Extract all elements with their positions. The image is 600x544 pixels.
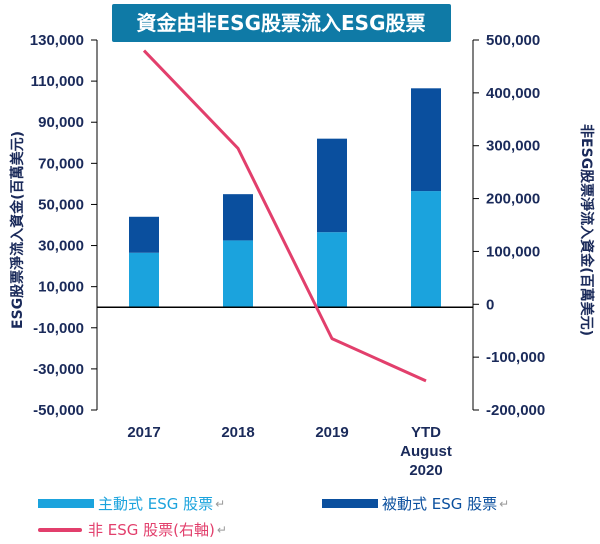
y-left-tick-label: -50,000: [33, 402, 84, 419]
x-category-label: 2017: [127, 424, 160, 441]
y-left-tick-label: 50,000: [38, 196, 84, 213]
y-left-axis-title: ESG股票淨流入資金(百萬美元): [9, 131, 26, 329]
bar-active-esg: [411, 191, 441, 308]
x-category-label: 2019: [315, 424, 348, 441]
y-right-axis-title: 非ESG股票淨流入資金(百萬美元): [578, 124, 595, 336]
line-series-group: [142, 49, 427, 383]
chart-title: 資金由非ESG股票流入ESG股票: [112, 4, 451, 42]
y-left-tick-labels: 130,000 110,000 90,000 70,000 50,000 30,000 10…: [30, 32, 84, 419]
y-left-tick-label: -10,000: [33, 320, 84, 337]
bar-passive-esg: [129, 216, 159, 253]
y-right-tick-labels: 500,000 400,000 300,000 200,000 100,000 0 -100…: [486, 32, 545, 419]
x-category-label-line: 2020: [409, 462, 442, 479]
bar-active-esg: [317, 232, 347, 308]
y-left-tick-label: 70,000: [38, 155, 84, 172]
chart-title-text: 資金由非ESG股票流入ESG股票: [137, 11, 426, 35]
y-left-tick-label: -30,000: [33, 361, 84, 378]
bar-passive-esg: [411, 88, 441, 192]
y-right-tick-label: 300,000: [486, 138, 540, 155]
x-category-labels: 2017 2018 2019 YTD August 2020: [127, 424, 452, 479]
legend-active-label: 主動式 ESG 股票: [98, 495, 214, 513]
x-category-label-line: August: [400, 443, 452, 460]
y-right-tick-label: 400,000: [486, 85, 540, 102]
x-category-label: 2018: [221, 424, 254, 441]
y-left-tick-label: 30,000: [38, 238, 84, 255]
x-category-label: YTD August 2020: [400, 424, 452, 479]
y-right-tick-label: -200,000: [486, 402, 545, 419]
y-left-tick-label: 130,000: [30, 32, 84, 49]
legend-active-swatch: [38, 499, 94, 508]
legend-non-esg: 非 ESG 股票(右軸) ↵: [38, 519, 227, 540]
legend-non-esg-line: [38, 527, 82, 532]
y-left-tick-label: 90,000: [38, 114, 84, 131]
legend-active-return-mark: ↵: [215, 496, 226, 511]
y-right-tick-label: 500,000: [486, 32, 540, 49]
y-right-tick-label: 100,000: [486, 243, 540, 260]
legend-non-esg-label: 非 ESG 股票(右軸): [88, 521, 215, 539]
y-right-tick-label: 200,000: [486, 191, 540, 208]
bar-active-esg: [129, 252, 159, 308]
y-left-tick-label: 110,000: [31, 73, 84, 90]
legend-passive-swatch: [322, 499, 378, 508]
y-left-tick-label: 10,000: [38, 279, 84, 296]
y-right-tick-label: 0: [486, 296, 494, 313]
bars-group: [129, 88, 441, 308]
legend-active: 主動式 ESG 股票 ↵: [38, 493, 225, 514]
bar-passive-esg: [317, 138, 347, 233]
legend-passive: 被動式 ESG 股票 ↵: [322, 493, 509, 514]
axes-group: [91, 39, 479, 411]
legend-passive-return-mark: ↵: [499, 496, 510, 511]
legend-non-esg-return-mark: ↵: [216, 522, 227, 537]
x-category-label-line: YTD: [411, 424, 441, 441]
y-right-tick-label: -100,000: [486, 349, 545, 366]
bar-passive-esg: [223, 194, 253, 241]
line-non-esg: [142, 49, 427, 383]
bar-active-esg: [223, 240, 253, 308]
legend-passive-label: 被動式 ESG 股票: [382, 495, 498, 513]
